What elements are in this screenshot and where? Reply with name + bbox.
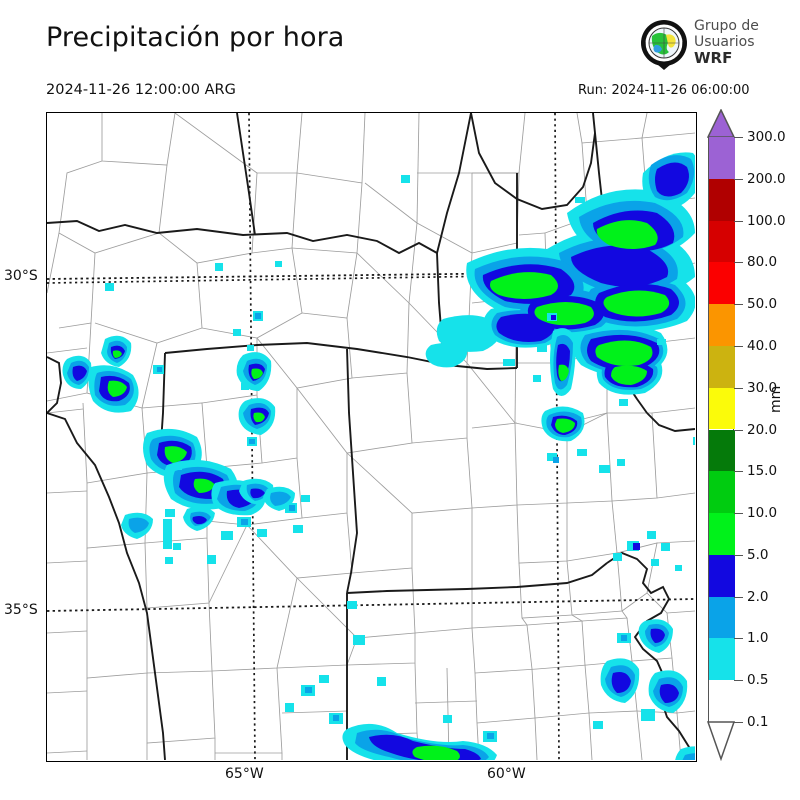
precip-cluster-litoral — [533, 313, 625, 473]
axis-label-lat-35s: 35°S — [4, 602, 38, 618]
logo-line-2: Usuarios — [694, 34, 755, 50]
valid-time-label: 2024-11-26 12:00:00 ARG — [46, 82, 236, 98]
colorbar-unit-label: mm — [768, 385, 784, 413]
colorbar-tick-label: 300.0 — [747, 129, 786, 145]
logo: Grupo de Usuarios WRF — [638, 18, 798, 72]
colorbar-tick-label: 10.0 — [747, 505, 778, 522]
map-canvas — [47, 113, 695, 760]
precip-isolated-cells — [165, 175, 695, 564]
axis-label-lat-30s: 30°S — [4, 268, 38, 284]
colorbar-segment — [709, 680, 735, 722]
precipitation-map-plot — [46, 112, 697, 762]
colorbar-tick — [734, 722, 743, 723]
colorbar-segment — [709, 304, 735, 346]
logo-line-1: Grupo de — [694, 18, 759, 34]
colorbar-tick-label: 2.0 — [747, 588, 769, 605]
colorbar-segment — [709, 345, 735, 388]
colorbar-segment — [709, 429, 735, 472]
colorbar: 0.1 0.5 1.0 2.0 5.0 10.0 15.0 20.0 30.0 40.0 50.0 8… — [707, 109, 786, 761]
colorbar-tick-label: 50.0 — [747, 296, 778, 313]
model-run-label: Run: 2024-11-26 06:00:00 — [578, 83, 750, 98]
colorbar-tick-label: 100.0 — [747, 212, 786, 229]
colorbar-segment — [709, 471, 735, 514]
precip-cluster-northeast — [425, 152, 695, 406]
colorbar-tick-label: 40.0 — [747, 337, 778, 354]
colorbar-tick — [734, 345, 743, 347]
graticule-lines — [47, 113, 695, 760]
colorbar-tick-label: 5.0 — [747, 546, 769, 563]
colorbar-tick — [734, 304, 743, 306]
colorbar-tick-label: 0.1 — [747, 714, 769, 730]
colorbar-tick-label: 200.0 — [747, 170, 786, 187]
colorbar-tick — [734, 680, 743, 682]
page-title: Precipitación por hora — [46, 22, 345, 53]
axis-label-lon-65w: 65°W — [225, 766, 264, 782]
graticule-lon-60w — [554, 113, 560, 760]
colorbar-tick-label: 80.0 — [747, 254, 778, 271]
colorbar-tick — [734, 220, 743, 222]
colorbar-segment — [709, 262, 735, 305]
colorbar-arrow-down-icon — [707, 721, 735, 761]
logo-text: Grupo de Usuarios WRF — [694, 18, 759, 66]
colorbar-tick — [734, 471, 743, 473]
colorbar-segment — [709, 387, 735, 430]
colorbar-tick — [734, 554, 743, 556]
colorbar-arrow-up-icon — [707, 109, 735, 138]
colorbar-tick — [734, 262, 743, 264]
colorbar-segment — [709, 178, 735, 221]
colorbar-tick-label: 30.0 — [747, 379, 778, 396]
colorbar-tick — [734, 638, 743, 640]
precip-cluster-central-column — [233, 311, 276, 446]
axis-label-lon-60w: 60°W — [487, 766, 526, 782]
colorbar-tick — [734, 387, 743, 389]
colorbar-segment — [709, 638, 735, 681]
graticule-lat — [47, 272, 695, 284]
precip-cluster-andes-foothills — [62, 263, 310, 564]
colorbar-tick — [734, 513, 743, 515]
colorbar-segment — [709, 596, 735, 639]
colorbar-tick-label: 15.0 — [747, 463, 778, 480]
colorbar-segment — [709, 513, 735, 555]
colorbar-tick-label: 1.0 — [747, 630, 769, 647]
graticule-lon-65w — [248, 113, 256, 760]
colorbar-tick-label: 0.5 — [747, 672, 769, 689]
colorbar-segment — [709, 137, 735, 179]
globe-emblem-icon — [641, 20, 687, 70]
colorbar-tick — [734, 137, 743, 138]
colorbar-segment — [709, 554, 735, 597]
colorbar-segment — [709, 220, 735, 263]
logo-line-3: WRF — [694, 49, 733, 67]
colorbar-tick — [734, 178, 743, 180]
precipitation-field — [62, 152, 695, 760]
colorbar-tick-label: 20.0 — [747, 421, 778, 438]
colorbar-tick — [734, 429, 743, 431]
precip-cluster-south — [285, 601, 497, 760]
province-country-boundaries — [47, 113, 695, 760]
graticule-lat-lines — [47, 270, 695, 612]
colorbar-tick — [734, 596, 743, 598]
precip-cluster-buenos-aires — [593, 531, 695, 760]
colorbar-gradient — [708, 137, 735, 722]
